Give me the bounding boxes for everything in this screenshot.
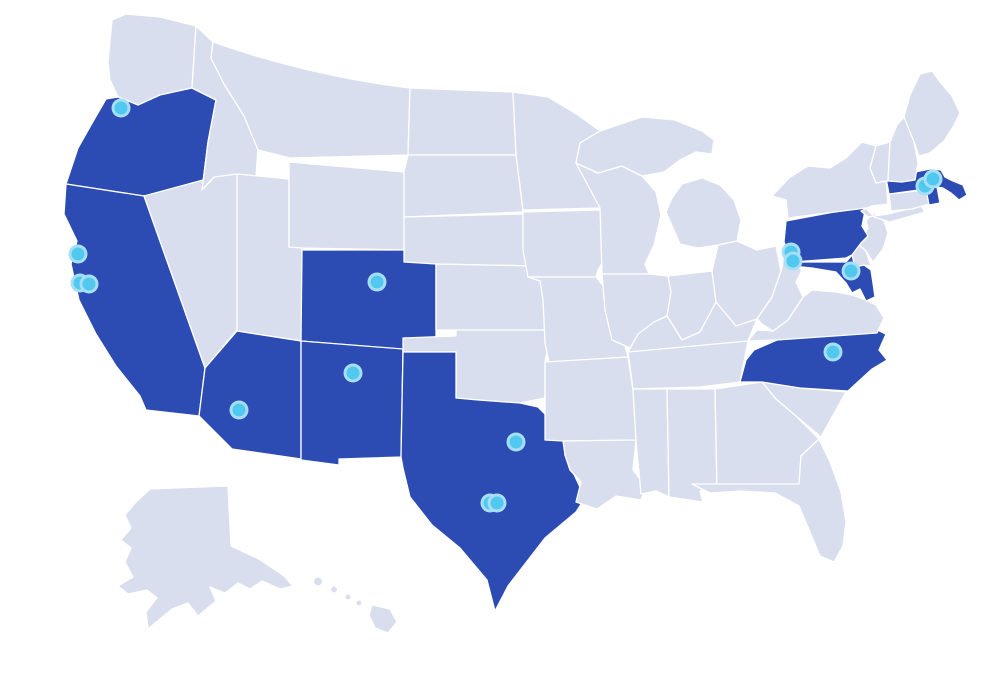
marker-dot: [114, 101, 128, 115]
state-me[interactable]: Maine: [903, 70, 961, 157]
state-nd[interactable]: North Dakota: [407, 87, 517, 156]
state-ar[interactable]: Arkansas: [544, 356, 637, 442]
map-marker-ca-1[interactable]: [68, 244, 88, 264]
state-nc[interactable]: North Carolina: [739, 327, 888, 392]
state-co[interactable]: Colorado: [300, 249, 437, 353]
state-hi[interactable]: Hawaii: [312, 576, 398, 634]
marker-dot: [826, 345, 840, 359]
state-la[interactable]: Louisiana: [562, 439, 647, 510]
state-nm[interactable]: New Mexico: [300, 340, 404, 466]
markers-layer: [68, 98, 943, 513]
map-marker-tx-3[interactable]: [487, 493, 507, 513]
map-marker-ca-3[interactable]: [79, 274, 99, 294]
map-marker-or-1[interactable]: [111, 98, 131, 118]
marker-dot: [370, 275, 384, 289]
map-marker-tx-1[interactable]: [506, 432, 526, 452]
state-ak[interactable]: Alaska: [117, 485, 294, 630]
map-marker-az-1[interactable]: [229, 400, 249, 420]
map-marker-md-1[interactable]: [841, 261, 861, 281]
state-nj[interactable]: New Jersey: [857, 212, 889, 263]
state-mi_up[interactable]: Michigan (Upper Peninsula): [575, 116, 715, 177]
map-marker-ma-2[interactable]: [923, 169, 943, 189]
marker-dot: [844, 264, 858, 278]
state-tn[interactable]: Tennessee: [627, 340, 749, 390]
marker-dot: [232, 403, 246, 417]
map-marker-pa-2[interactable]: [783, 251, 803, 271]
state-ne[interactable]: Nebraska: [403, 213, 536, 267]
state-ia[interactable]: Iowa: [522, 209, 610, 278]
marker-dot: [926, 172, 940, 186]
marker-dot: [490, 496, 504, 510]
marker-dot: [509, 435, 523, 449]
map-marker-nm-1[interactable]: [343, 363, 363, 383]
marker-dot: [786, 254, 800, 268]
state-mt[interactable]: Montana: [210, 41, 411, 159]
map-marker-co-1[interactable]: [367, 272, 387, 292]
marker-dot: [82, 277, 96, 291]
marker-dot: [346, 366, 360, 380]
map-marker-nc-1[interactable]: [823, 342, 843, 362]
state-fl[interactable]: Florida: [691, 438, 847, 563]
states-layer: WashingtonOregonCaliforniaNevadaIdahoMon…: [63, 13, 968, 634]
state-sd[interactable]: South Dakota: [403, 154, 524, 218]
state-tx[interactable]: Texas: [400, 351, 586, 612]
marker-dot: [71, 247, 85, 261]
state-wy[interactable]: Wyoming: [288, 161, 405, 251]
